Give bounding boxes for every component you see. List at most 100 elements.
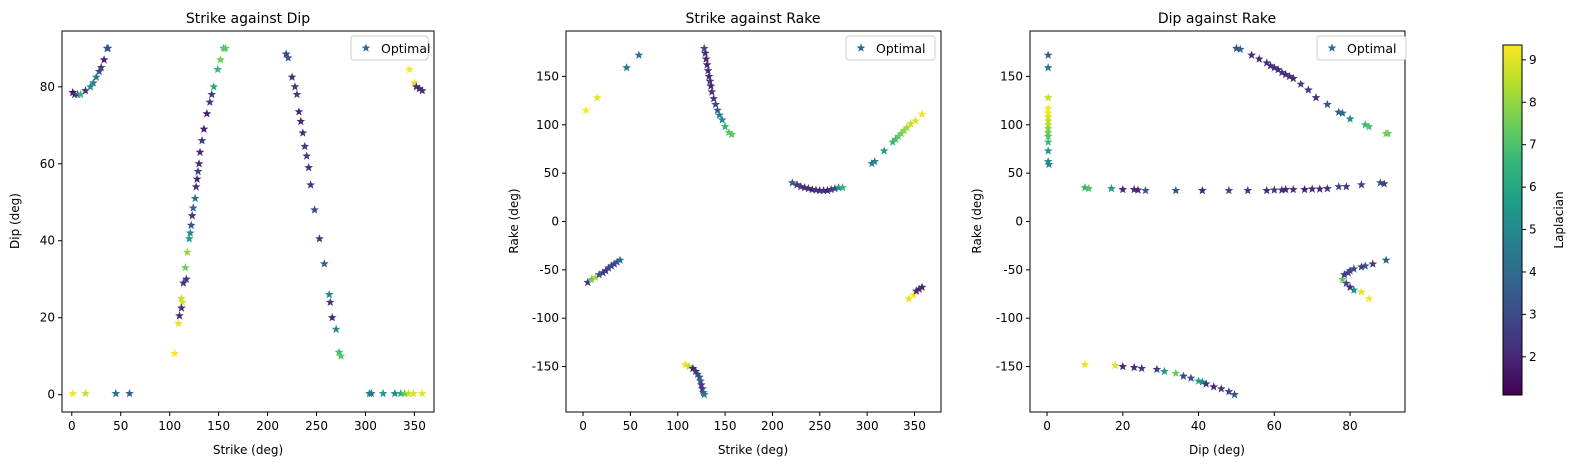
data-point	[1357, 262, 1366, 271]
data-point	[1160, 366, 1169, 376]
data-point	[179, 278, 188, 287]
data-point	[81, 388, 90, 398]
data-point	[390, 388, 400, 398]
data-point	[1334, 182, 1344, 191]
data-point	[302, 151, 312, 160]
legend-star-icon	[856, 43, 866, 52]
legend: Optimal	[1316, 35, 1407, 61]
data-point	[378, 388, 388, 398]
data-point	[103, 43, 113, 53]
data-point	[615, 255, 625, 264]
x-tick-label: 0	[1043, 419, 1051, 433]
data-point	[1345, 266, 1355, 275]
data-point	[1141, 185, 1150, 195]
data-point	[583, 277, 593, 287]
y-tick-label: 50	[544, 166, 559, 180]
data-point	[701, 54, 711, 63]
data-point	[1338, 274, 1347, 284]
subplot-title: Strike against Dip	[186, 11, 310, 27]
data-point	[205, 97, 215, 106]
data-point	[195, 147, 205, 156]
colorbar-tick-label: 7	[1529, 138, 1537, 152]
colorbar-tick-label: 2	[1529, 350, 1537, 364]
data-point	[604, 263, 613, 272]
data-point	[1201, 379, 1211, 388]
data-point	[917, 282, 927, 291]
data-point	[300, 141, 310, 151]
data-point	[296, 116, 306, 126]
data-point	[188, 203, 198, 212]
legend-label: Optimal	[1347, 41, 1396, 56]
x-tick-label: 100	[666, 419, 689, 433]
data-point	[281, 49, 291, 58]
data-point	[598, 268, 608, 277]
data-point	[815, 185, 825, 195]
y-axis-label: Rake (deg)	[970, 188, 984, 253]
data-point	[182, 247, 192, 257]
x-tick-label: 150	[207, 419, 230, 433]
data-point	[1137, 363, 1147, 373]
data-point	[1349, 285, 1359, 294]
data-point	[1364, 294, 1374, 303]
data-point	[86, 82, 95, 91]
data-point	[1379, 179, 1389, 188]
data-point	[1304, 85, 1313, 94]
data-point	[1216, 384, 1226, 393]
data-point	[99, 55, 109, 64]
y-tick-label: -100	[996, 311, 1023, 325]
x-tick-label: 150	[714, 419, 737, 433]
data-point	[727, 129, 737, 139]
x-tick-label: 100	[158, 419, 181, 433]
data-point	[834, 183, 844, 192]
data-point	[811, 185, 821, 194]
legend-star-icon	[1327, 43, 1337, 52]
data-point	[1345, 114, 1355, 123]
data-point	[587, 274, 596, 284]
y-tick-label: -100	[532, 311, 559, 325]
ticks: 0 20 40 60 80 -150 -100 -50 0 50 100 150	[996, 69, 1358, 433]
data-point	[94, 66, 104, 76]
data-point	[175, 311, 184, 320]
data-point	[1084, 184, 1094, 193]
data-point	[693, 369, 702, 379]
ticks: 0 50 100 150 200 250 300 350 -150 -100 -50 0 50 100 15…	[532, 69, 926, 433]
x-tick-label: 300	[354, 419, 377, 433]
data-point	[1269, 63, 1279, 72]
data-point	[699, 43, 709, 53]
data-point	[867, 158, 877, 168]
data-point	[366, 388, 376, 398]
subplot-title: Strike against Rake	[686, 11, 821, 27]
colorbar-tick-label: 5	[1529, 223, 1537, 237]
data-point	[170, 348, 179, 358]
data-point	[298, 128, 308, 137]
data-point	[1311, 93, 1321, 102]
data-point	[191, 182, 201, 191]
data-point	[1043, 103, 1053, 113]
x-tick-label: 60	[1267, 419, 1282, 433]
data-point	[699, 389, 709, 399]
data-point	[1288, 73, 1298, 83]
y-tick-label: 100	[1000, 118, 1023, 132]
data-point	[911, 116, 920, 125]
data-point	[706, 81, 716, 90]
subplot-title: Dip against Rake	[1158, 11, 1276, 27]
data-point	[1360, 120, 1370, 129]
data-point	[1247, 50, 1256, 59]
data-point	[213, 64, 223, 74]
data-point	[184, 234, 194, 243]
x-tick-label: 50	[623, 419, 638, 433]
data-point	[590, 272, 600, 282]
x-tick-label: 20	[1115, 419, 1130, 433]
data-point	[917, 109, 927, 118]
data-point	[1381, 255, 1391, 264]
x-tick-label: 350	[403, 419, 426, 433]
y-tick-label: 150	[536, 69, 559, 83]
data-point	[720, 122, 730, 131]
data-point	[1044, 159, 1054, 169]
y-axis-label: Rake (deg)	[507, 188, 521, 253]
subplot-strike-rake: Strike against Rake Strike (deg) Rake (d…	[507, 11, 942, 457]
legend-label: Optimal	[876, 41, 925, 56]
data-point	[1129, 362, 1139, 372]
data-point	[1179, 371, 1188, 380]
data-point	[1277, 67, 1287, 77]
